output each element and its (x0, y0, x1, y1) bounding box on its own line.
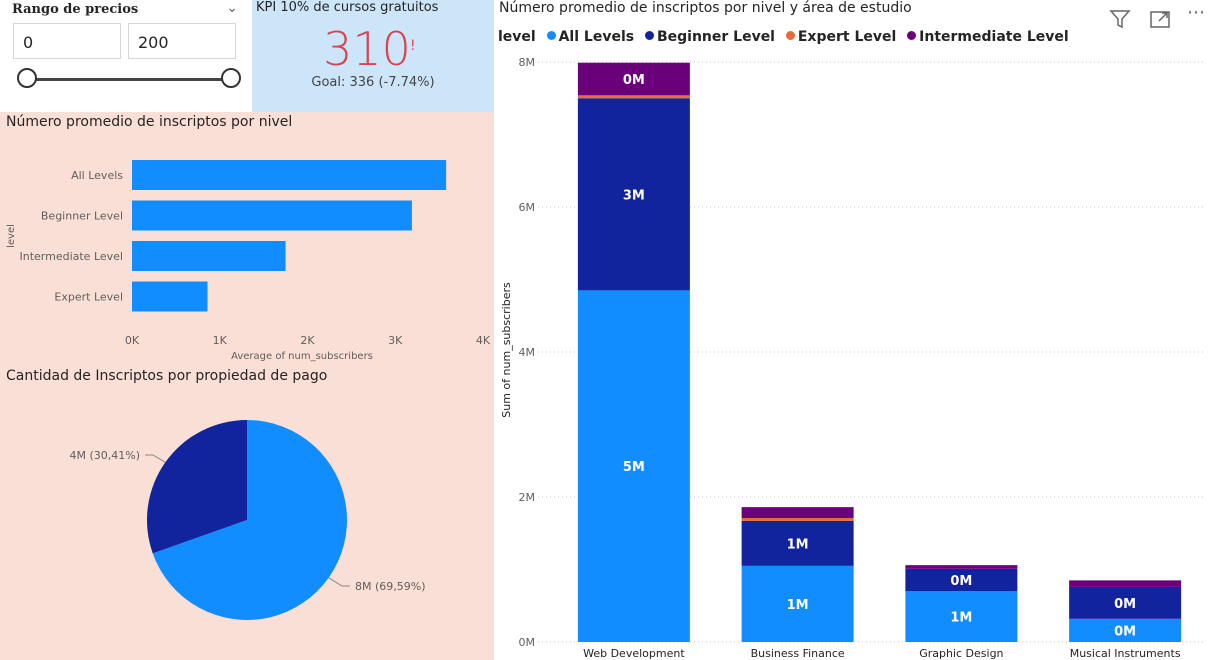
x-tick-label: 1K (213, 334, 228, 347)
legend-item-intermediate-level[interactable]: Intermediate Level (907, 29, 1069, 45)
stack-segment (741, 520, 854, 566)
y-tick-label: Intermediate Level (19, 250, 123, 263)
data-label: 0M (950, 574, 972, 589)
slice-label: 4M (30,41%) (69, 449, 140, 462)
bar (132, 200, 412, 231)
stack-segment (741, 565, 854, 642)
bar (132, 241, 286, 271)
filter-icon[interactable] (1108, 8, 1132, 30)
data-label: 3M (623, 188, 645, 203)
price-range-slicer: Rango de precios ⌄ 0 200 (0, 0, 250, 112)
kpi-card: KPI 10% de cursos gratuitos 310 ! Goal: … (252, 0, 494, 112)
slider-max-handle[interactable] (221, 68, 241, 88)
chart-title: Número promedio de inscriptos por nivel (6, 114, 293, 130)
hbar-chart: All Levels Beginner Level Intermediate Lev… (6, 160, 491, 362)
slider-track[interactable] (27, 78, 231, 81)
y-tick-label: 2M (519, 491, 536, 504)
stack-segment (577, 62, 690, 96)
stack-segment (1069, 580, 1182, 587)
stack-segment (741, 507, 854, 519)
min-price-input[interactable]: 0 (13, 23, 121, 59)
avg-subscribers-by-level-panel: Número promedio de inscriptos por nivel … (0, 112, 494, 366)
stacked-bar-chart: 0M 2M 4M 6M 8M Sum of num_subscribers 5M 3M 0M We… (500, 56, 1204, 660)
legend-label: Expert Level (797, 29, 897, 45)
stack-segment (741, 518, 854, 521)
subscribers-by-payment-panel: Cantidad de Inscriptos por propiedad de … (0, 366, 494, 660)
x-tick-label: Business Finance (751, 647, 845, 660)
kpi-title: KPI 10% de cursos gratuitos (256, 0, 439, 15)
data-label: 0M (1114, 597, 1136, 612)
stack-segment (905, 565, 1018, 569)
focus-mode-icon[interactable] (1148, 8, 1172, 30)
bar (132, 160, 447, 190)
stack-segment (577, 98, 690, 291)
y-tick-label: All Levels (71, 169, 123, 182)
data-label: 5M (623, 460, 645, 475)
data-label: 1M (787, 598, 809, 613)
pie-chart: 8M (69,59%) 4M (30,41%) (69, 420, 426, 620)
stack-segment (905, 568, 1018, 592)
bar (132, 281, 208, 312)
x-tick-label: 4K (476, 334, 491, 347)
y-tick-label: Expert Level (54, 291, 123, 304)
chart-legend: level All Levels Beginner Level Expert L… (498, 29, 1075, 45)
y-tick-label: 4M (519, 346, 536, 359)
slicer-title: Rango de precios (12, 2, 139, 17)
more-options-icon[interactable]: ⋯ (1187, 2, 1205, 23)
data-label: 1M (950, 611, 972, 626)
y-axis-title: Sum of num_subscribers (500, 282, 513, 418)
legend-item-expert-level[interactable]: Expert Level (785, 29, 897, 45)
stack-segment (1069, 586, 1182, 619)
legend-label: Beginner Level (656, 29, 775, 45)
data-label: 1M (787, 537, 809, 552)
stacked-subscribers-panel: Número promedio de inscriptos por nivel … (494, 0, 1220, 660)
legend-label: Intermediate Level (919, 29, 1069, 45)
x-tick-label: Musical Instruments (1070, 647, 1181, 660)
stack-segment (577, 290, 690, 642)
data-label: 0M (623, 73, 645, 88)
x-tick-label: 2K (300, 334, 315, 347)
pie-slice (146, 420, 247, 554)
legend-label: All Levels (558, 29, 635, 45)
chart-title: Número promedio de inscriptos por nivel … (499, 0, 912, 16)
slice-label: 8M (69,59%) (355, 580, 426, 593)
x-tick-label: Web Development (583, 647, 685, 660)
y-tick-label: 0M (519, 636, 536, 649)
x-axis-title: Average of num_subscribers (231, 351, 373, 362)
stack-segment (1069, 618, 1182, 642)
slider-min-handle[interactable] (17, 68, 37, 88)
y-tick-label: 8M (519, 56, 536, 69)
x-tick-label: 0K (125, 334, 140, 347)
y-tick-label: 6M (519, 201, 536, 214)
kpi-value: 310 (323, 22, 411, 76)
y-tick-label: Beginner Level (41, 210, 123, 223)
stack-segment (905, 591, 1018, 642)
chart-title: Cantidad de Inscriptos por propiedad de … (6, 368, 328, 384)
max-price-input[interactable]: 200 (128, 23, 236, 59)
stack-segment (577, 95, 690, 99)
leader-line (328, 577, 350, 587)
legend-title: level (498, 29, 536, 45)
legend-item-beginner-level[interactable]: Beginner Level (644, 29, 775, 45)
kpi-goal: Goal: 336 (-7.74%) (311, 75, 435, 90)
y-axis-title: level (6, 224, 17, 248)
x-tick-label: Graphic Design (919, 647, 1003, 660)
pie-slice (152, 420, 347, 620)
leader-line (145, 454, 166, 463)
legend-item-all-levels[interactable]: All Levels (546, 29, 635, 45)
chevron-down-icon[interactable]: ⌄ (226, 0, 238, 16)
kpi-alert-icon: ! (410, 38, 416, 54)
data-label: 0M (1114, 624, 1136, 639)
x-tick-label: 3K (388, 334, 403, 347)
